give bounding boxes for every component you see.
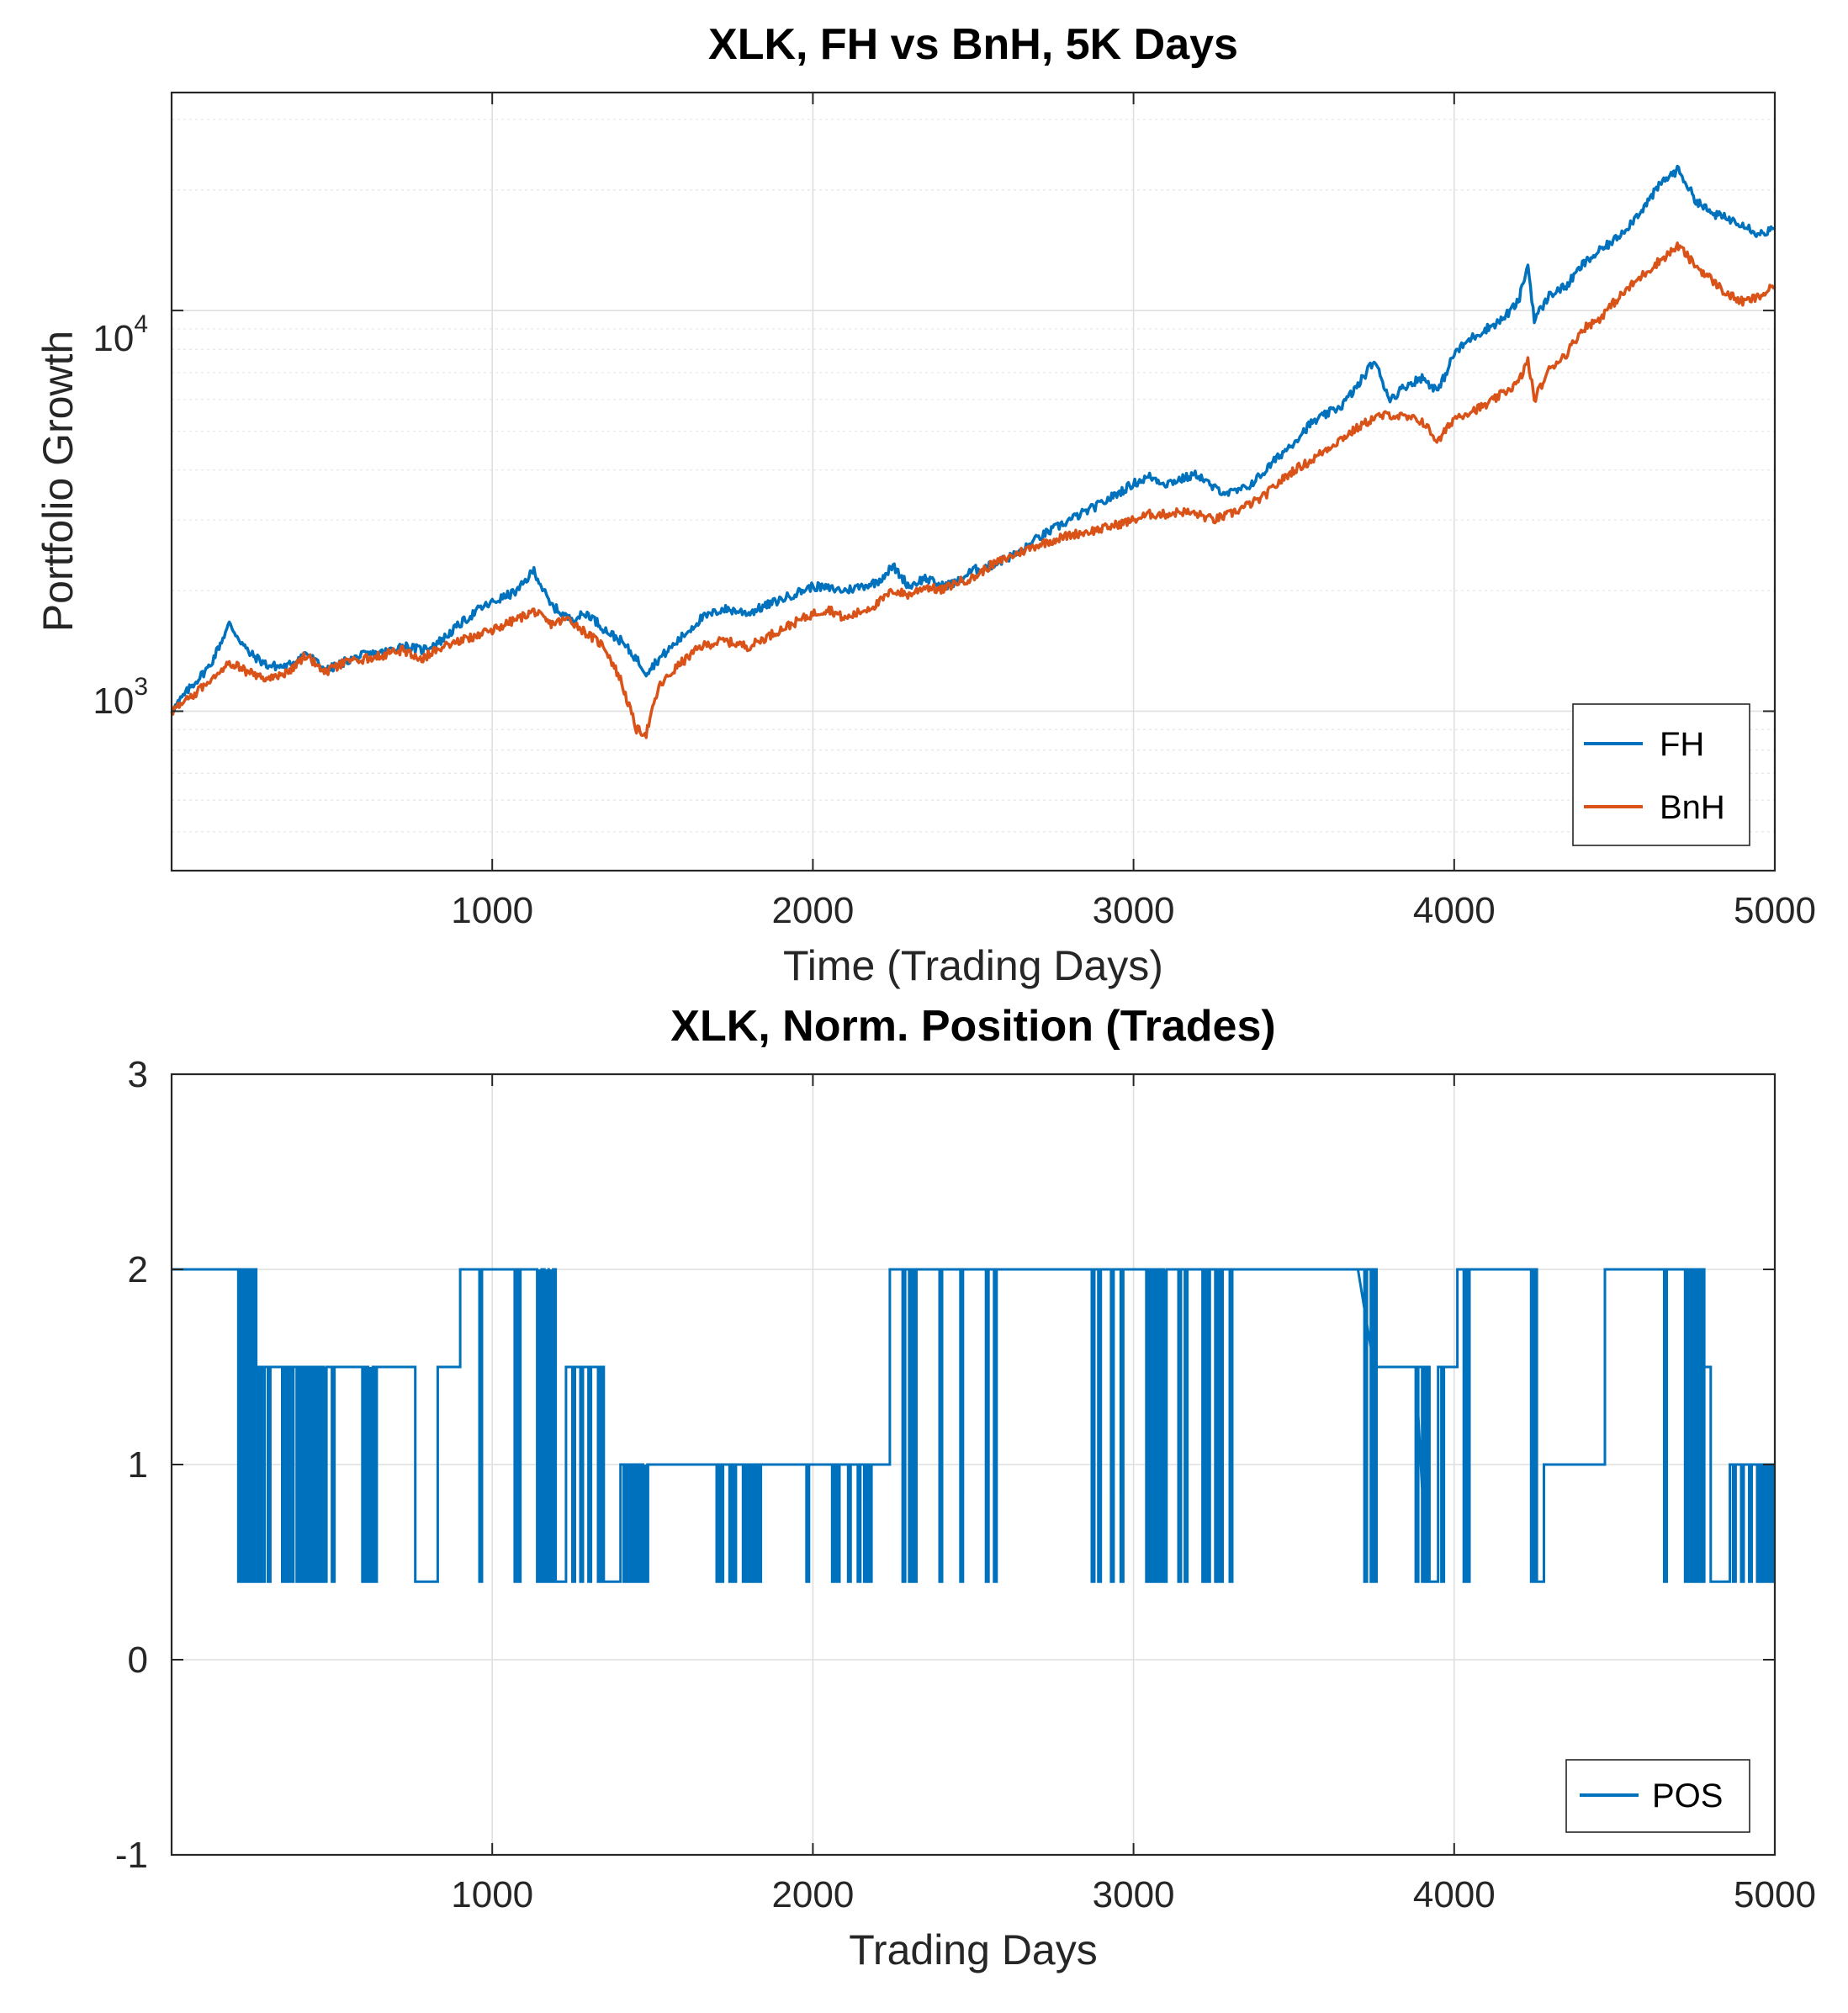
bottom-legend: POS [1565, 1759, 1750, 1833]
top-xtick-label: 3000 [1093, 890, 1175, 931]
top-plot-area [172, 93, 1775, 871]
bottom-ytick-label: -1 [115, 1835, 148, 1876]
top-xtick-label: 2000 [771, 890, 854, 931]
bottom-xtick-label: 2000 [771, 1874, 854, 1915]
bottom-ytick-label: 3 [128, 1054, 148, 1095]
top-axes-frame [170, 91, 1777, 872]
bottom-ytick-label: 1 [128, 1444, 148, 1486]
bottom-series-group [172, 1268, 1776, 1583]
top-ticks: 1000 2000 3000 4000 5000 [172, 93, 1816, 931]
top-ytick-label-1e3: 103 [93, 673, 148, 722]
top-y-axis-label: Portfolio Growth [34, 331, 82, 632]
top-xtick-label: 5000 [1734, 890, 1816, 931]
top-xtick-label: 1000 [451, 890, 533, 931]
top-chart-title: XLK, FH vs BnH, 5K Days [708, 20, 1238, 69]
series-line-bnh [170, 241, 1777, 739]
top-ytick-label-1e4: 104 [93, 310, 148, 359]
bottom-xtick-label: 1000 [451, 1874, 533, 1915]
top-xtick-label: 4000 [1413, 890, 1496, 931]
top-legend: FH BnH [1572, 703, 1750, 846]
top-legend-box [1572, 703, 1750, 846]
bottom-xtick-label: 5000 [1734, 1874, 1816, 1915]
bottom-chart-title: XLK, Norm. Position (Trades) [670, 1002, 1275, 1051]
legend-bnh-label: BnH [1660, 789, 1725, 826]
bottom-x-axis-label: Trading Days [849, 1926, 1097, 1973]
top-plot: 1000 2000 3000 4000 5000 XLK, FH vs BnH, 5K … [34, 20, 1816, 989]
bottom-xtick-label: 3000 [1093, 1874, 1175, 1915]
top-grid [172, 93, 1776, 871]
bottom-xtick-label: 4000 [1413, 1874, 1496, 1915]
legend-fh-label: FH [1660, 726, 1704, 763]
bottom-ytick-label: 0 [128, 1640, 148, 1681]
bottom-plot: 1000 2000 3000 4000 5000 -1 0 1 2 3 XLK, Norm. Po… [115, 1002, 1816, 1973]
bottom-ticks: 1000 2000 3000 4000 5000 -1 0 1 2 3 [115, 1054, 1816, 1915]
series-line-pos [172, 1268, 1776, 1583]
legend-pos-label: POS [1652, 1777, 1723, 1814]
top-series-group [170, 164, 1777, 739]
top-x-axis-label: Time (Trading Days) [783, 942, 1163, 989]
bottom-ytick-label: 2 [128, 1249, 148, 1290]
